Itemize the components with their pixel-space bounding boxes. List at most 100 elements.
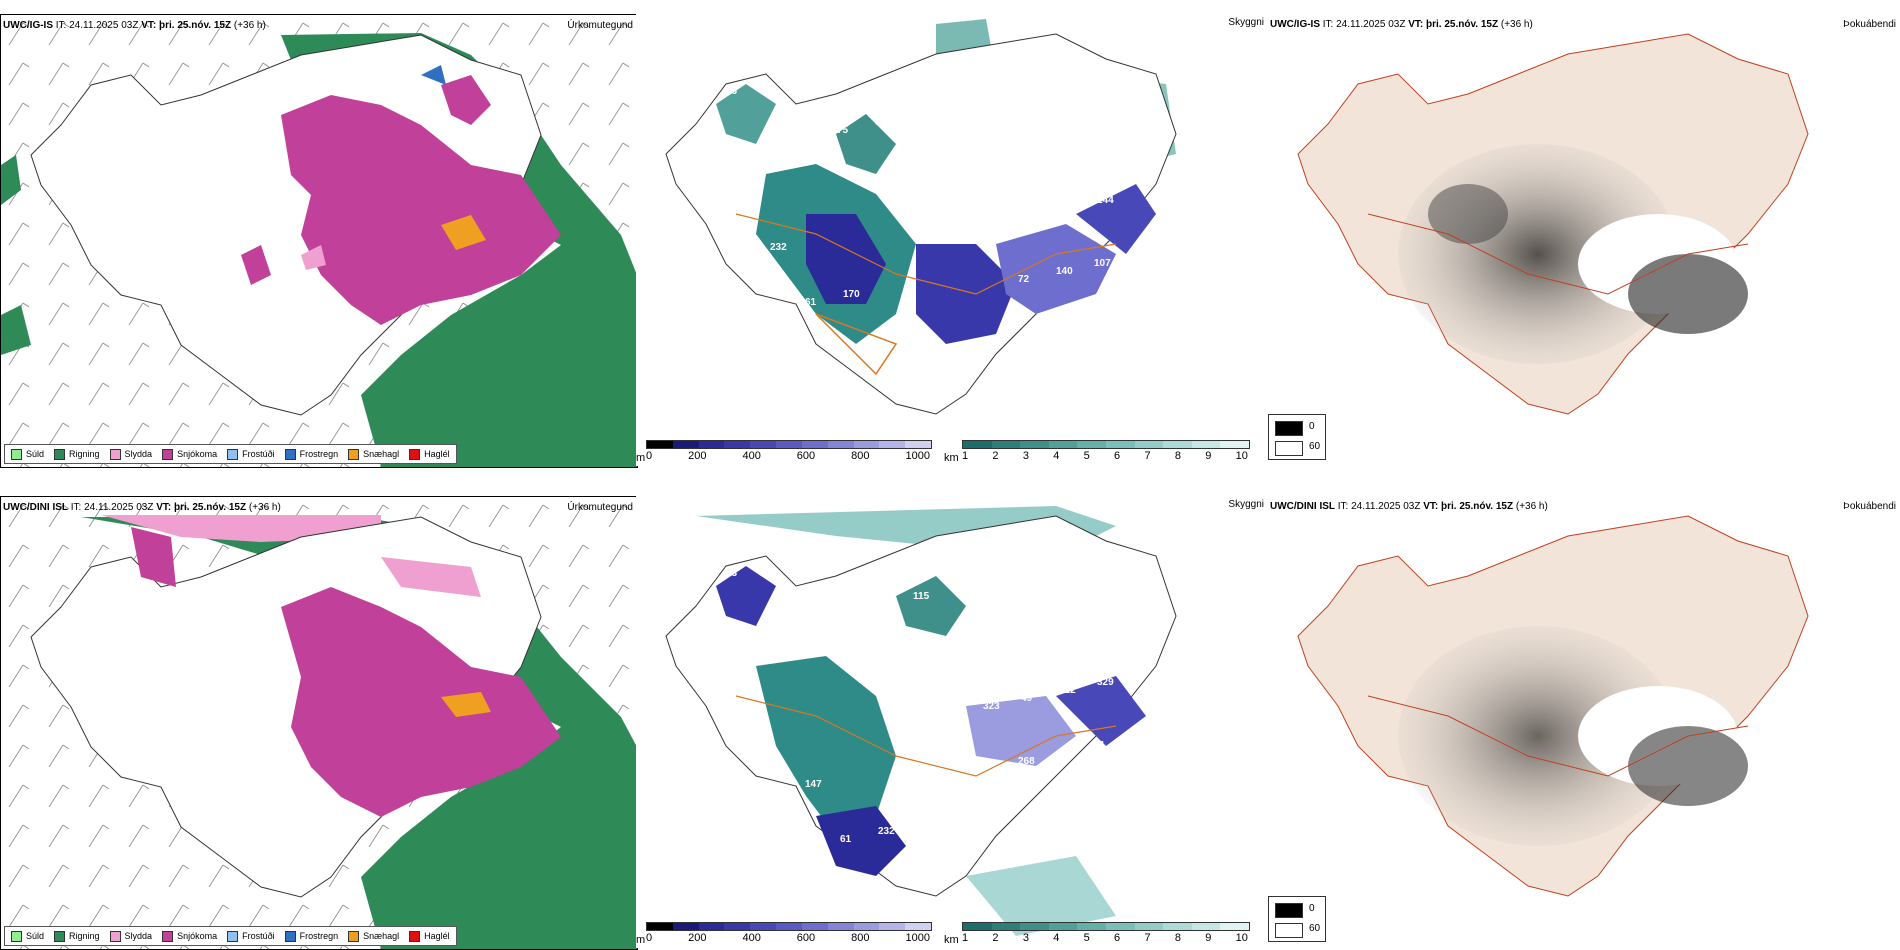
cloud-base-label: 46 xyxy=(948,646,960,657)
legend-item: Rigning xyxy=(54,930,100,942)
legend-label: Slydda xyxy=(124,449,153,459)
panel-title-fog: Þokuábendi xyxy=(1843,19,1896,30)
vt-label: VT: xyxy=(141,20,157,31)
colorbar-tick: 2 xyxy=(992,450,999,462)
cloud-base-label: 107 xyxy=(1094,258,1111,269)
cloud-base-label: 75 xyxy=(837,125,849,136)
cloud-base-label: 70 xyxy=(767,787,779,798)
colorbar-tick: 4 xyxy=(1053,450,1060,462)
cloud-base-label: 147 xyxy=(805,779,822,790)
legend-label: Haglél xyxy=(424,449,450,459)
cloudbase-colorbar: m 0 200 400 600 800 1000 xyxy=(636,438,936,464)
cloud-base-label: 244 xyxy=(1097,195,1114,206)
vt-label: VT: xyxy=(156,502,172,513)
panel-title-precip: Úrkomutegund xyxy=(567,502,633,513)
cloud-base-label: 322 xyxy=(1059,685,1076,696)
cloud-base-label: 88 xyxy=(799,133,811,144)
panel-title-precip: Úrkomutegund xyxy=(567,20,633,31)
legend-label: Frostregn xyxy=(299,931,339,941)
colorbar-tick: 5 xyxy=(1083,450,1090,462)
legend-label: Rigning xyxy=(69,449,100,459)
legend-label: Súld xyxy=(26,931,45,941)
colorbar-tick: 6 xyxy=(1114,932,1121,944)
vt-value: þri. 25.nóv. 15Z xyxy=(1426,19,1499,30)
cloud-base-label: 88 xyxy=(986,638,998,649)
legend-item: Frostregn xyxy=(284,930,339,942)
legend-item: Snæhagl xyxy=(348,930,400,942)
fog-legend-label: 0 xyxy=(1309,903,1315,914)
colorbar-unit: m xyxy=(636,452,646,464)
cloud-base-label: 107 xyxy=(945,227,962,238)
cloud-panel-row2: 73 70 72 116 268 586 580 277 393 323 454 308 268 68 46… xyxy=(636,496,1268,948)
precip-panel-row2: UWC/DINI ISL IT: 24.11.2025 03Z VT: þri.… xyxy=(0,496,638,950)
legend-item: Frostregn xyxy=(284,448,338,460)
legend-label: Snæhagl xyxy=(363,931,400,941)
cloud-base-label: 232 xyxy=(878,826,895,837)
cloud-base-label: 38 xyxy=(1024,148,1036,159)
legend-label: Snjókoma xyxy=(177,449,218,459)
legend-item: Frostúði xyxy=(227,448,275,460)
cloud-base-label: 51 xyxy=(767,305,779,316)
cloud-base-label: 69 xyxy=(1021,211,1033,222)
colorbar-tick: 1000 xyxy=(905,450,930,462)
colorbar-strip xyxy=(962,922,1250,931)
legend-label: Rigning xyxy=(69,931,100,941)
lead-time: (+36 h) xyxy=(248,502,281,513)
cloud-map-row1: 86 88 108 107 72 56 84 75 89 63 140 193 302 56 95 69 107… xyxy=(665,19,1177,415)
colorbar-tick: 10 xyxy=(1235,932,1248,944)
cloud-labels-row1: 86 88 108 107 72 56 84 75 89 63 140 193 302 56 95 69 107… xyxy=(726,86,1114,379)
colorbar-ticks: 0 200 400 600 800 1000 xyxy=(646,450,930,462)
cloud-base-label: 393 xyxy=(910,654,927,665)
fog-legend: 0 60 xyxy=(1268,414,1326,460)
legend-swatch xyxy=(409,448,421,460)
cloud-panel-row1: 86 88 108 107 72 56 84 75 89 63 140 193 302 56 95 69 107… xyxy=(636,14,1268,466)
model-name: UWC/DINI ISL xyxy=(3,502,68,513)
cloud-base-label: 49 xyxy=(1021,693,1033,704)
cloud-base-label: 73 xyxy=(726,568,738,579)
colorbar-strip xyxy=(646,440,932,449)
panel-header: UWC/IG-IS IT: 24.11.2025 03Z VT: þri. 25… xyxy=(1270,19,1533,30)
cloud-base-label: 108 xyxy=(872,180,889,191)
legend-swatch xyxy=(227,448,239,460)
lead-time: (+36 h) xyxy=(233,20,266,31)
cloud-base-label: 61 xyxy=(840,834,852,845)
legend-swatch xyxy=(54,930,66,942)
colorbar-tick: 9 xyxy=(1205,450,1212,462)
colorbar-tick: 800 xyxy=(851,932,870,944)
cloud-base-label: 102 xyxy=(913,109,930,120)
cloud-base-label: 86 xyxy=(726,86,738,97)
fog-legend-label: 0 xyxy=(1309,421,1315,432)
legend-item: Rigning xyxy=(54,448,100,460)
fog-map-row2 xyxy=(1297,515,1809,897)
cloud-base-label: 268 xyxy=(1018,756,1035,767)
legend-item: Súld xyxy=(11,930,45,942)
cloud-base-label: 71 xyxy=(732,250,744,261)
cloud-base-label: 72 xyxy=(1018,274,1030,285)
cloud-base-label: 63 xyxy=(983,219,995,230)
legend-label: Slydda xyxy=(124,931,153,941)
it-value: 24.11.2025 03Z xyxy=(69,20,139,31)
colorbar-ticks: 1 2 3 4 5 6 7 8 9 10 xyxy=(962,932,1248,944)
colorbar-unit: km xyxy=(944,934,959,946)
cloud-base-label: 170 xyxy=(843,289,860,300)
fog-panel-row2: UWC/DINI ISL IT: 24.11.2025 03Z VT: þri.… xyxy=(1268,496,1900,948)
cloud-base-label: 80 xyxy=(986,156,998,167)
colorbar-tick: 1000 xyxy=(905,932,930,944)
colorbar-tick: 400 xyxy=(742,932,761,944)
fog-legend: 0 60 xyxy=(1268,896,1326,942)
legend-item: Súld xyxy=(11,448,44,460)
colorbar-tick: 2 xyxy=(992,932,999,944)
vt-value: þri. 25.nóv. 15Z xyxy=(174,502,247,513)
cloud-base-label: 268 xyxy=(802,842,819,853)
it-label: IT: xyxy=(1337,501,1349,512)
it-value: 24.11.2025 03Z xyxy=(84,502,154,513)
cloud-base-label: 874 xyxy=(1024,630,1041,641)
panel-header: UWC/IG-IS IT: 24.11.2025 03Z VT: þri. 25… xyxy=(3,20,266,31)
fog-map-row1 xyxy=(1297,33,1809,415)
it-value: 24.11.2025 03Z xyxy=(1336,19,1406,30)
legend-swatch xyxy=(54,448,66,460)
model-name: UWC/IG-IS xyxy=(3,20,53,31)
colorbar-tick: 4 xyxy=(1053,932,1060,944)
legend-swatch xyxy=(348,930,360,942)
legend-swatch xyxy=(162,930,174,942)
